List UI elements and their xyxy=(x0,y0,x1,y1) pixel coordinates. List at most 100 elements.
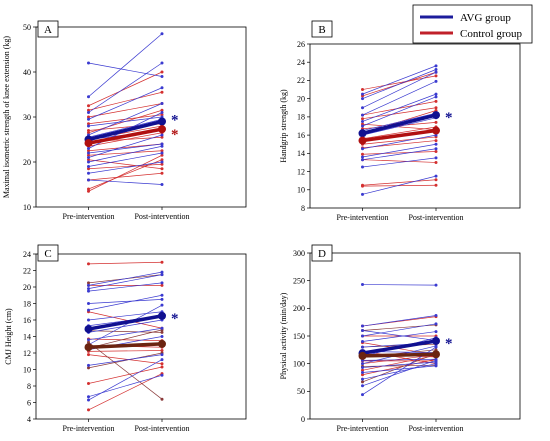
control-individual-point xyxy=(87,104,90,108)
avg-individual-point xyxy=(434,283,438,287)
plot-frame xyxy=(309,43,521,209)
avg-individual-point xyxy=(434,330,438,334)
avg-individual-line xyxy=(362,93,437,122)
control-individual-point xyxy=(87,108,90,112)
legend: AVG group Control group xyxy=(412,4,533,44)
control-individual-point xyxy=(434,99,438,103)
avg-individual-line xyxy=(88,62,163,113)
control-individual-line xyxy=(88,159,163,190)
avg-individual-line xyxy=(362,143,437,158)
control-individual-line xyxy=(88,338,163,341)
avg-individual-point xyxy=(361,283,364,287)
y-tick-label: 12 xyxy=(297,167,305,176)
control-mean-point xyxy=(84,139,93,148)
avg-individual-point xyxy=(361,158,364,162)
avg-individual-point xyxy=(361,92,364,96)
control-mean-line xyxy=(360,128,438,143)
panel-letter: D xyxy=(318,248,326,260)
avg-individual-line xyxy=(88,134,163,158)
y-tick-label: 50 xyxy=(23,23,31,32)
avg-mean-line xyxy=(86,119,164,142)
avg-individual-point xyxy=(160,133,164,137)
control-individual-line xyxy=(362,353,437,383)
control-individual-line xyxy=(88,91,163,111)
avg-individual-point xyxy=(160,183,164,186)
avg-individual-point xyxy=(87,178,90,182)
avg-individual-point xyxy=(434,156,438,160)
avg-individual-point xyxy=(160,297,164,301)
control-individual-point xyxy=(87,115,90,119)
control-individual-line xyxy=(88,163,163,170)
y-tick-label: 200 xyxy=(293,304,305,313)
control-individual-point xyxy=(361,380,364,384)
avg-individual-point xyxy=(160,86,164,90)
avg-mean-line xyxy=(360,339,438,355)
y-tick-label: 24 xyxy=(23,250,31,259)
avg-individual-line xyxy=(362,69,437,99)
control-individual-point xyxy=(160,90,164,94)
control-individual-point xyxy=(87,189,90,193)
avg-mean-line xyxy=(86,314,164,331)
control-individual-point xyxy=(160,149,164,153)
x-tick-label: Pre-intervention xyxy=(63,424,115,433)
control-individual-point xyxy=(160,260,164,264)
avg-individual-point xyxy=(361,97,364,101)
control-individual-line xyxy=(88,143,163,152)
control-individual-point xyxy=(87,131,90,135)
avg-individual-point xyxy=(434,79,438,83)
avg-individual-point xyxy=(87,287,90,291)
y-axis-label: CMJ Height (cm) xyxy=(4,308,13,365)
avg-individual-line xyxy=(88,152,163,167)
avg-individual-point xyxy=(434,364,438,368)
y-tick-label: 20 xyxy=(23,283,31,292)
avg-individual-line xyxy=(88,374,163,398)
y-axis-label: Maximal isometric strength of knee exten… xyxy=(2,36,11,199)
avg-individual-point xyxy=(434,70,438,74)
avg-individual-point xyxy=(361,147,364,151)
x-tick-label: Post-intervention xyxy=(408,213,463,222)
avg-individual-point xyxy=(160,102,164,105)
avg-individual-point xyxy=(434,358,438,362)
avg-individual-line xyxy=(88,354,163,366)
control-individual-line xyxy=(362,364,437,367)
control-individual-point xyxy=(434,183,438,187)
significance-star: * xyxy=(171,113,179,129)
control-individual-point xyxy=(434,74,438,78)
avg-individual-line xyxy=(88,282,163,292)
avg-individual-point xyxy=(361,124,364,128)
control-individual-point xyxy=(160,349,164,353)
avg-individual-point xyxy=(361,155,364,159)
avg-mean-point xyxy=(358,129,367,138)
avg-individual-line xyxy=(88,274,163,289)
avg-individual-point xyxy=(87,363,90,367)
avg-individual-point xyxy=(87,156,90,159)
avg-individual-line xyxy=(88,179,163,185)
avg-individual-line xyxy=(88,299,163,304)
panel-letter-box xyxy=(311,20,333,38)
control-individual-point xyxy=(361,117,364,121)
control-individual-point xyxy=(87,281,90,285)
control-mean-line xyxy=(86,127,164,145)
avg-individual-point xyxy=(361,106,364,110)
control-individual-line xyxy=(362,358,437,376)
avg-individual-point xyxy=(160,111,164,114)
control-individual-line xyxy=(362,355,437,371)
control-individual-point xyxy=(87,353,90,357)
y-tick-label: 4 xyxy=(27,415,31,424)
y-axis-label: Physical activity (min/day) xyxy=(279,292,288,379)
avg-individual-point xyxy=(434,147,438,151)
y-tick-label: 10 xyxy=(297,186,305,195)
avg-individual-line xyxy=(362,96,437,127)
avg-individual-point xyxy=(434,314,438,318)
significance-star: * xyxy=(171,127,179,143)
avg-individual-line xyxy=(88,145,163,163)
panel-a: 10 20 30 40 50 Pre-intervention Post-intervent… xyxy=(2,20,247,221)
control-individual-point xyxy=(87,122,90,126)
y-tick-label: 20 xyxy=(23,158,31,167)
avg-individual-point xyxy=(87,160,90,164)
avg-individual-line xyxy=(362,71,437,109)
y-tick-label: 8 xyxy=(301,204,305,213)
control-individual-point xyxy=(361,184,364,188)
avg-individual-line xyxy=(88,359,163,401)
